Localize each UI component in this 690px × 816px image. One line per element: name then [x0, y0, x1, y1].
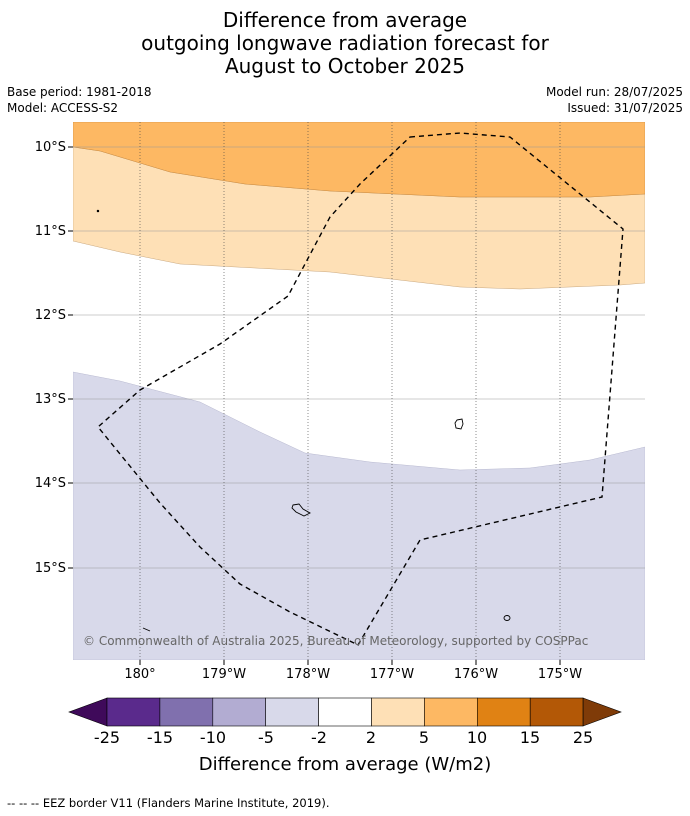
lat-axis: 10°S 11°S 12°S 13°S 14°S 15°S: [35, 140, 73, 576]
lon-label: 180°: [124, 667, 155, 682]
colorbar-swatches: [68, 697, 622, 727]
colorbar-title: Difference from average (W/m2): [199, 754, 491, 775]
island-outline: [503, 615, 511, 621]
lon-label: 179°W: [202, 667, 246, 682]
lon-label: 177°W: [370, 667, 414, 682]
lon-label: 176°W: [454, 667, 498, 682]
model-name: Model: ACCESS-S2: [7, 101, 119, 115]
eez-border: [97, 132, 624, 646]
gridlines: [73, 122, 645, 660]
colorbar-ticks: -25 -15 -10 -5 -2 2 5 10 15 25: [94, 728, 593, 747]
band-negative-2-to-5: [73, 371, 645, 660]
colorbar-swatch: [106, 697, 161, 727]
colorbar: -25 -15 -10 -5 -2 2 5 10 15 25 Differenc…: [68, 697, 622, 775]
colorbar-tick-label: 5: [419, 728, 429, 747]
colorbar-tick-label: 25: [573, 728, 593, 747]
map-area: © Commonwealth of Australia 2025, Bureau…: [73, 122, 645, 660]
island-outline: [96, 209, 100, 213]
island-outline: [291, 503, 311, 517]
forecast-map: © Commonwealth of Australia 2025, Bureau…: [35, 122, 645, 775]
title-line-3: August to October 2025: [224, 54, 466, 78]
colorbar-tick-label: -25: [94, 728, 120, 747]
lat-label: 12°S: [35, 308, 66, 323]
colorbar-swatch: [529, 697, 584, 727]
band-positive-5-to-10: [73, 122, 645, 198]
island-outline: [454, 418, 464, 430]
lat-label: 15°S: [35, 561, 66, 576]
base-period: Base period: 1981-2018: [7, 85, 152, 99]
colorbar-tick-label: -2: [311, 728, 327, 747]
lat-label: 13°S: [35, 392, 66, 407]
colorbar-tick-label: 15: [520, 728, 540, 747]
colorbar-extend-high: [582, 697, 622, 727]
colorbar-swatch: [371, 697, 425, 727]
colorbar-swatch: [424, 697, 478, 727]
lon-label: 178°W: [286, 667, 330, 682]
colorbar-tick-label: 10: [467, 728, 487, 747]
lat-label: 14°S: [35, 476, 66, 491]
issued-date: Issued: 31/07/2025: [567, 101, 683, 115]
island-outline: [142, 627, 151, 632]
colorbar-tick-label: -15: [147, 728, 173, 747]
colorbar-tick-label: -5: [258, 728, 274, 747]
title-line-1: Difference from average: [222, 8, 468, 32]
colorbar-swatch: [212, 697, 267, 727]
colorbar-swatch: [476, 697, 531, 727]
colorbar-tick-label: 2: [366, 728, 376, 747]
eez-legend-note: -- -- -- EEZ border V11 (Flanders Marine…: [7, 796, 330, 810]
model-run-date: Model run: 28/07/2025: [545, 85, 683, 99]
title-line-2: outgoing longwave radiation forecast for: [141, 31, 549, 55]
copyright-notice: © Commonwealth of Australia 2025, Bureau…: [83, 634, 588, 648]
colorbar-extend-low: [68, 697, 108, 727]
lon-label: 175°W: [538, 667, 582, 682]
colorbar-swatch: [318, 697, 372, 727]
colorbar-swatch: [265, 697, 319, 727]
islands: [96, 209, 511, 632]
lat-label: 10°S: [35, 140, 66, 155]
lon-axis: 180° 179°W 178°W 177°W 176°W 175°W: [124, 660, 582, 682]
colorbar-tick-label: -10: [200, 728, 226, 747]
lat-label: 11°S: [35, 224, 66, 239]
colorbar-swatch: [159, 697, 214, 727]
